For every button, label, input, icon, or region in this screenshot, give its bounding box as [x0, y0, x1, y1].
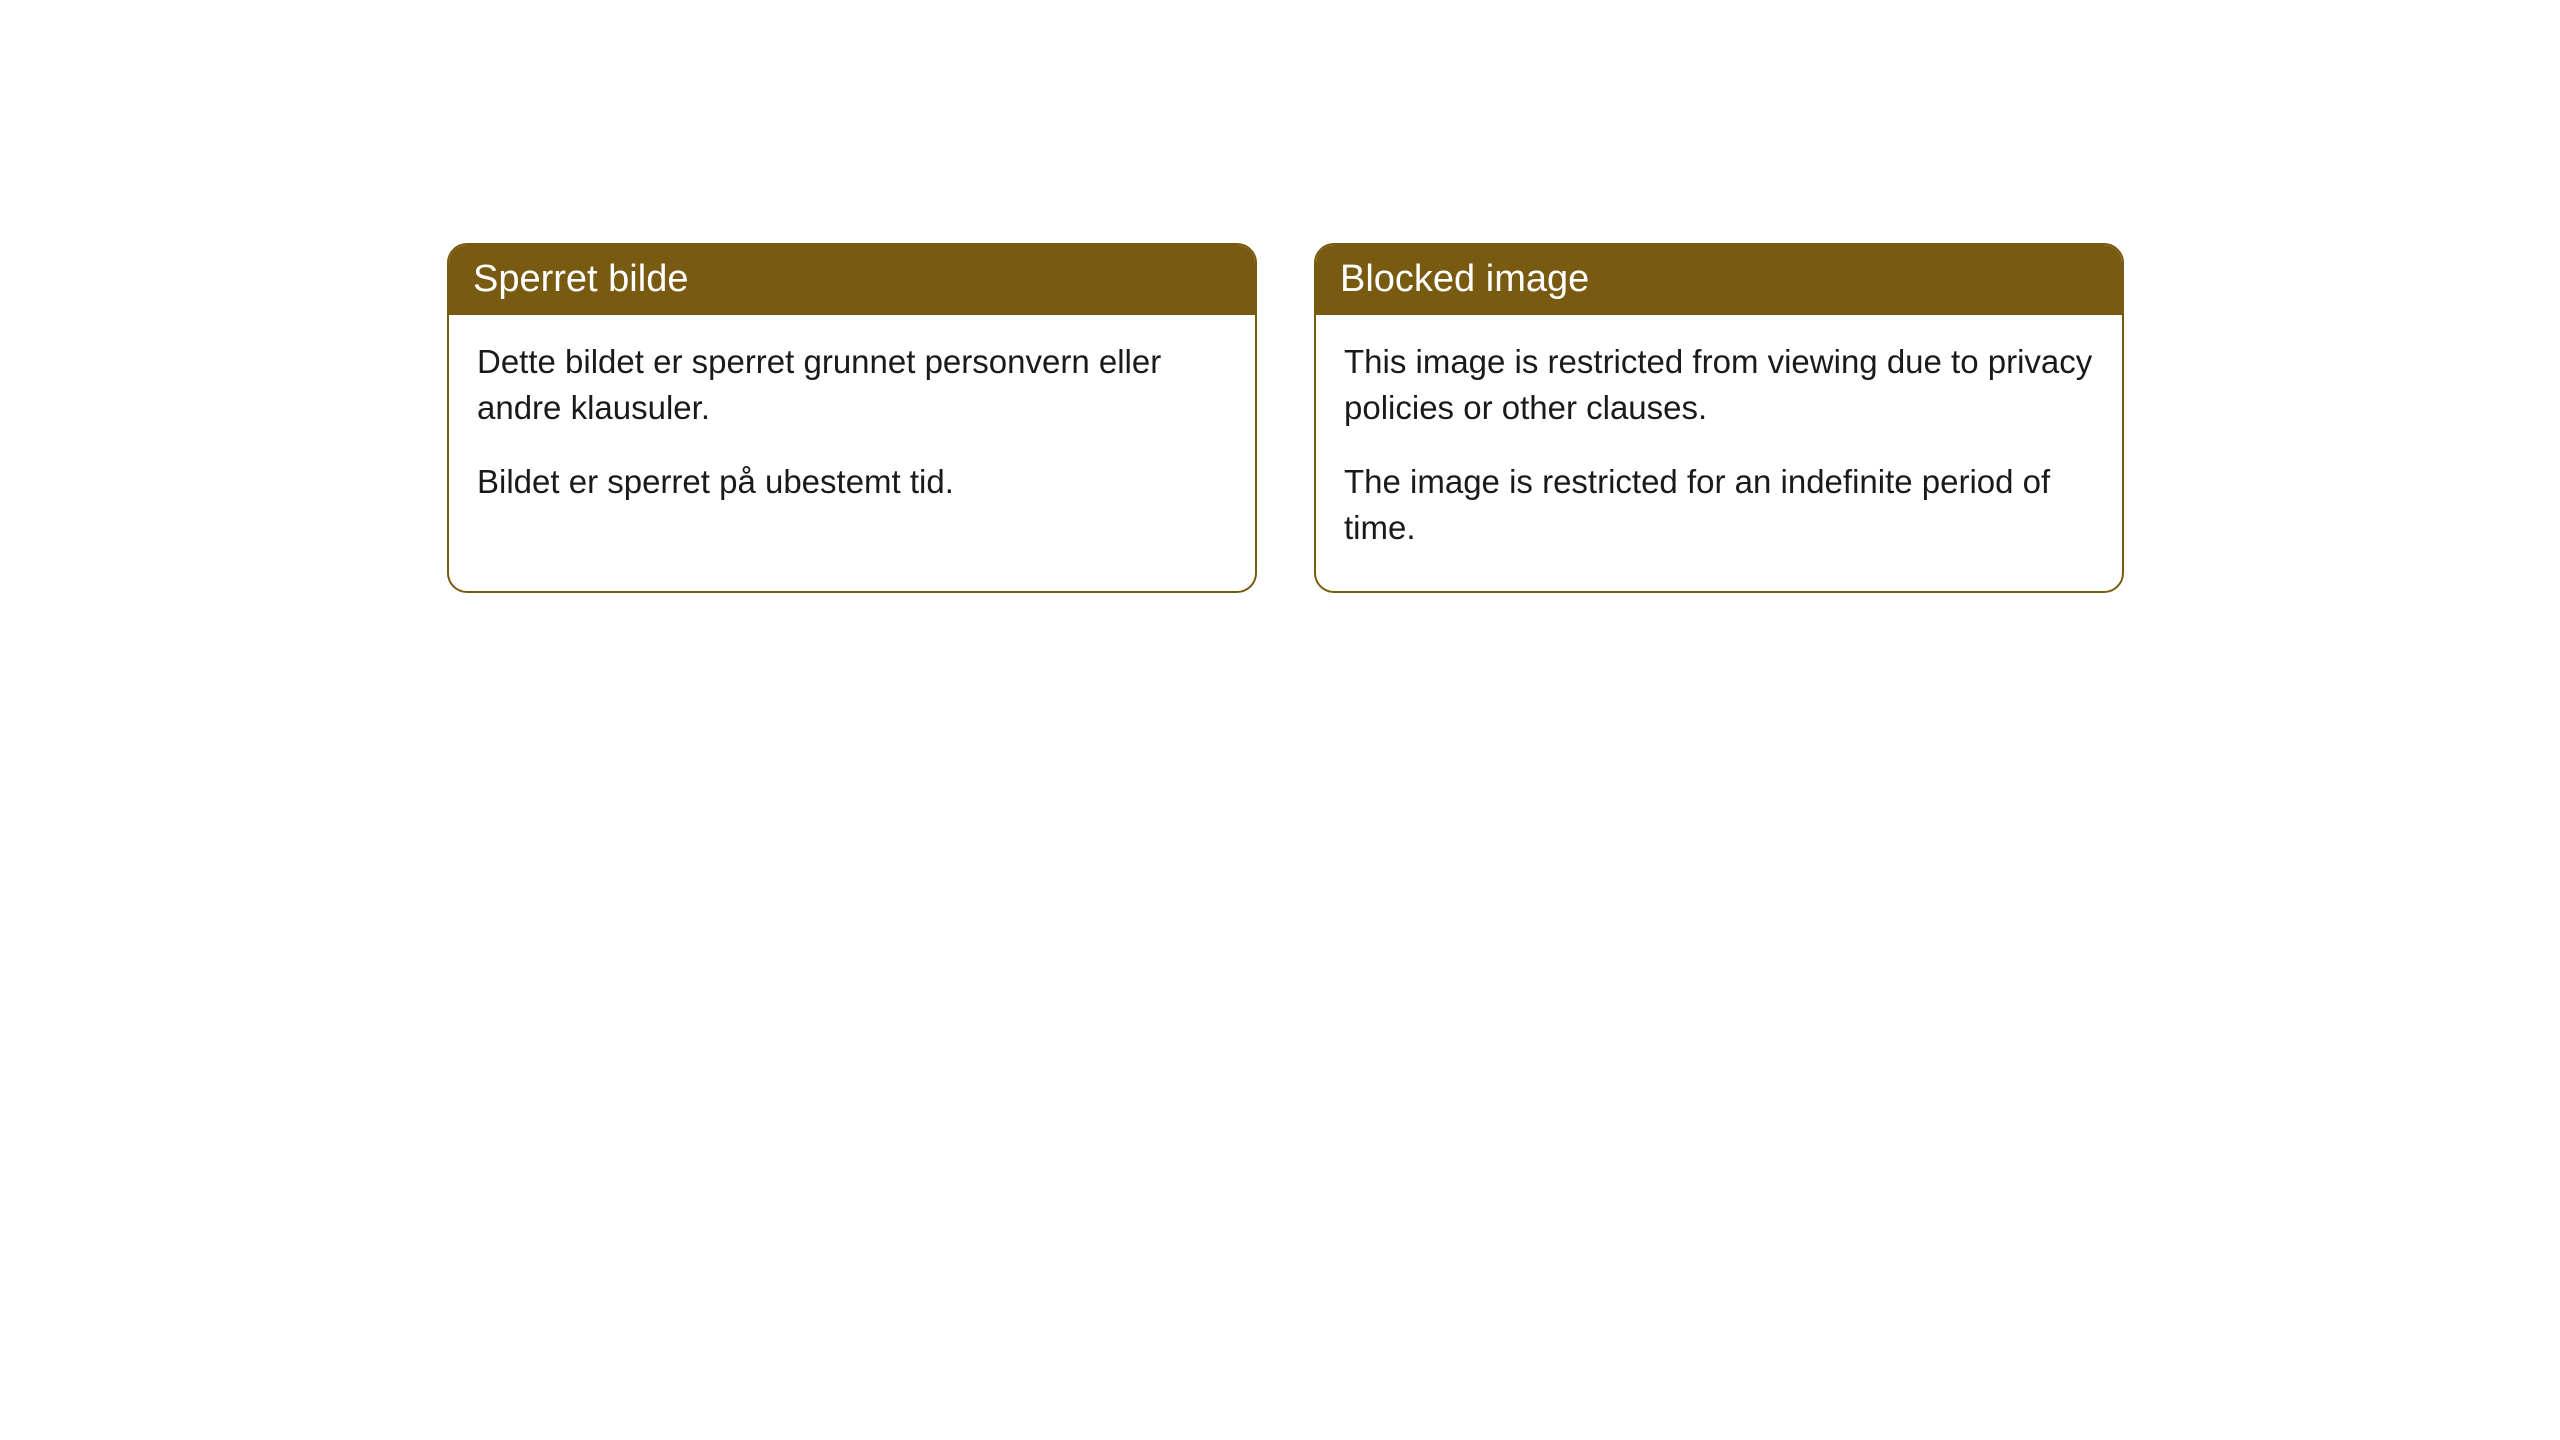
card-paragraph: Bildet er sperret på ubestemt tid.: [477, 459, 1227, 505]
card-body: This image is restricted from viewing du…: [1316, 315, 2122, 592]
notice-cards-container: Sperret bilde Dette bildet er sperret gr…: [447, 243, 2124, 593]
card-paragraph: Dette bildet er sperret grunnet personve…: [477, 339, 1227, 431]
notice-card-english: Blocked image This image is restricted f…: [1314, 243, 2124, 593]
notice-card-norwegian: Sperret bilde Dette bildet er sperret gr…: [447, 243, 1257, 593]
card-title: Sperret bilde: [473, 258, 688, 300]
card-paragraph: The image is restricted for an indefinit…: [1344, 459, 2094, 551]
card-body: Dette bildet er sperret grunnet personve…: [449, 315, 1255, 546]
card-header: Sperret bilde: [449, 245, 1255, 315]
card-header: Blocked image: [1316, 245, 2122, 315]
card-title: Blocked image: [1340, 258, 1589, 300]
card-paragraph: This image is restricted from viewing du…: [1344, 339, 2094, 431]
